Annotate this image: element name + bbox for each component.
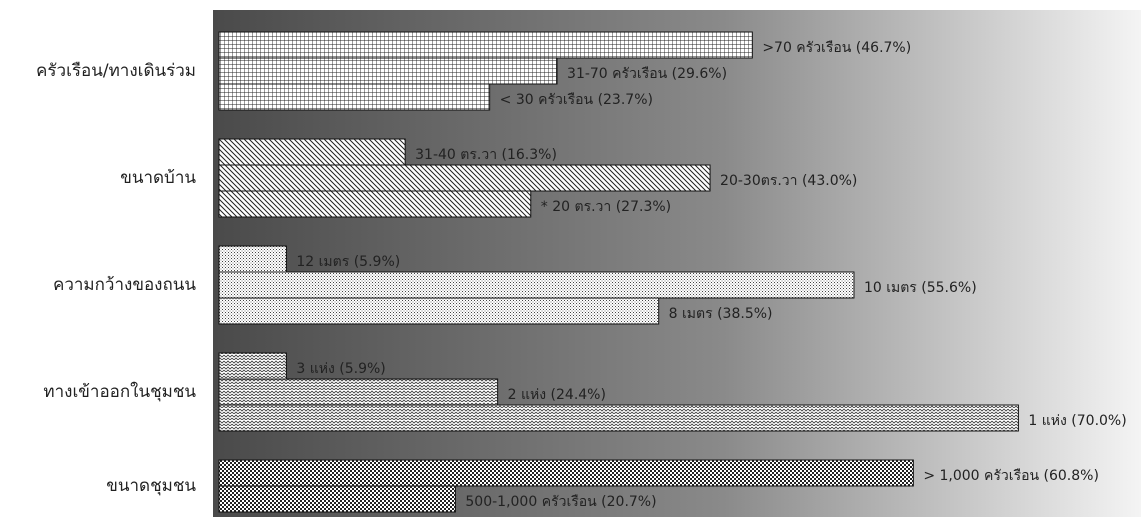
category-label-2: ความกว้างของถนน: [53, 275, 196, 295]
bar-label-cat-4-1: 500-1,000 ครัวเรือน (20.7%): [465, 494, 656, 510]
bar-label-cat-4-0: > 1,000 ครัวเรือน (60.8%): [923, 468, 1099, 484]
bar-cat-0-2: [218, 83, 491, 111]
bar-label-cat-0-0: >70 ครัวเรือน (46.7%): [762, 40, 911, 56]
bar-label-cat-3-0: 3 แห่ง (5.9%): [296, 361, 385, 377]
bar-cat-0-0: [218, 31, 753, 59]
bar-cat-0-1: [218, 57, 558, 85]
bar-label-cat-1-1: 20-30ตร.วา (43.0%): [720, 173, 857, 189]
category-label-0: ครัวเรือน/ทางเดินร่วม: [36, 61, 196, 81]
bar-cat-2-1: [218, 271, 855, 299]
bar-cat-3-2: [218, 404, 1019, 432]
bar-label-cat-0-2: < 30 ครัวเรือน (23.7%): [500, 92, 653, 108]
bar-label-cat-1-0: 31-40 ตร.วา (16.3%): [415, 147, 557, 163]
bar-cat-1-2: [218, 190, 532, 218]
bar-label-cat-2-1: 10 เมตร (55.6%): [864, 280, 977, 296]
bar-label-cat-2-2: 8 เมตร (38.5%): [669, 306, 773, 322]
chart-marks: ครัวเรือน/ทางเดินร่วม >70 ครัวเรือน (46.7…: [36, 31, 1127, 513]
bar-cat-4-1: [218, 485, 456, 513]
bar-cat-2-2: [218, 297, 660, 325]
bar-cat-4-0: [218, 459, 914, 487]
bar-label-cat-2-0: 12 เมตร (5.9%): [296, 254, 400, 270]
category-label-3: ทางเข้าออกในชุมชน: [43, 381, 196, 402]
bar-cat-2-0: [218, 245, 287, 273]
bar-cat-1-0: [218, 138, 406, 166]
bar-label-cat-0-1: 31-70 ครัวเรือน (29.6%): [567, 66, 727, 82]
bar-cat-3-1: [218, 378, 499, 406]
bar-cat-1-1: [218, 164, 711, 192]
bar-label-cat-1-2: * 20 ตร.วา (27.3%): [541, 199, 671, 215]
bar-label-cat-3-2: 1 แห่ง (70.0%): [1028, 413, 1126, 429]
category-label-1: ขนาดบ้าน: [120, 168, 196, 188]
bar-cat-3-0: [218, 352, 287, 380]
bar-label-cat-3-1: 2 แห่ง (24.4%): [508, 387, 606, 403]
category-label-4: ขนาดชุมชน: [106, 476, 196, 496]
